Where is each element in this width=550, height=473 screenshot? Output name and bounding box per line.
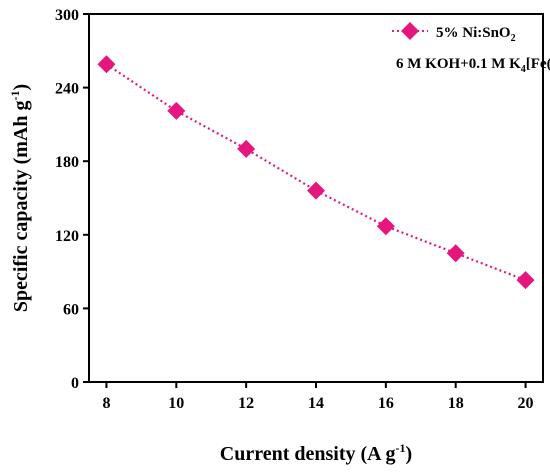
- x-axis-title: Current density (A g-1): [220, 441, 412, 465]
- y-tick-label: 300: [55, 7, 79, 24]
- series-layer: [97, 55, 535, 290]
- y-tick-label: 180: [55, 154, 79, 171]
- y-tick-label: 0: [71, 375, 79, 392]
- y-axis-title: Specific capacity (mAh g-1): [8, 84, 32, 312]
- series-line: [105, 63, 526, 282]
- electrolyte-annotation: 6 M KOH+0.1 M K4[Fe(CN)6]: [396, 56, 550, 75]
- x-tick-label: 8: [102, 395, 110, 412]
- x-tick-label: 18: [448, 395, 464, 412]
- y-tick-label: 60: [63, 301, 79, 318]
- legend-label: 5% Ni:SnO2: [436, 25, 516, 44]
- legend: 5% Ni:SnO2: [392, 22, 516, 44]
- data-point-marker: [376, 217, 395, 236]
- x-tick-label: 12: [238, 395, 254, 412]
- y-tick-label: 120: [55, 228, 79, 245]
- data-point-marker: [167, 101, 186, 120]
- x-tick-label: 14: [308, 395, 324, 412]
- data-point-marker: [237, 139, 256, 158]
- data-point-marker: [446, 244, 465, 263]
- legend-marker: [401, 22, 419, 40]
- data-point-marker: [97, 55, 116, 74]
- axis-ticks: 8 10 12 14 16 18 20 0 60 120 180 240 300: [55, 7, 534, 412]
- data-point-marker: [516, 271, 535, 290]
- data-point-marker: [307, 181, 325, 200]
- y-tick-label: 240: [55, 81, 79, 98]
- x-tick-label: 20: [518, 395, 534, 412]
- x-tick-label: 10: [168, 395, 184, 412]
- x-tick-label: 16: [378, 395, 394, 412]
